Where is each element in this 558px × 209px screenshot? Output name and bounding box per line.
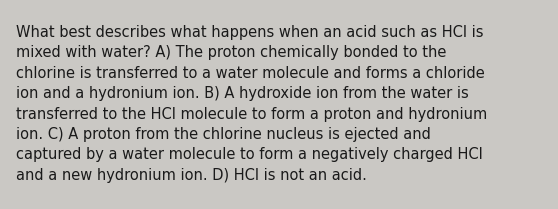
Text: What best describes what happens when an acid such as HCl is
mixed with water? A: What best describes what happens when an… bbox=[16, 25, 487, 183]
